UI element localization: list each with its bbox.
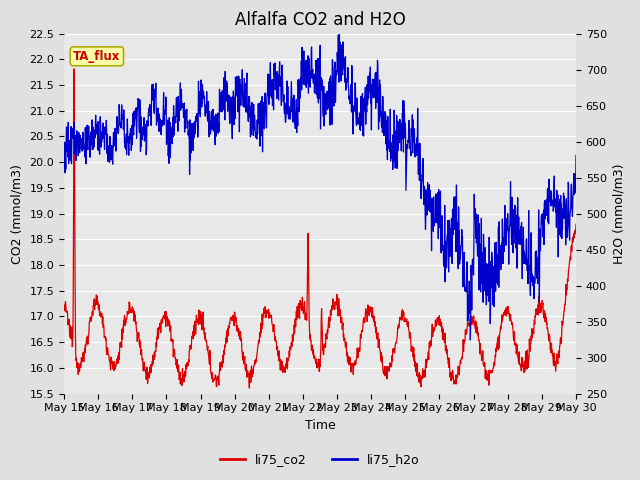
Legend: li75_co2, li75_h2o: li75_co2, li75_h2o bbox=[215, 448, 425, 471]
Text: TA_flux: TA_flux bbox=[73, 50, 120, 63]
Y-axis label: CO2 (mmol/m3): CO2 (mmol/m3) bbox=[11, 164, 24, 264]
Y-axis label: H2O (mmol/m3): H2O (mmol/m3) bbox=[612, 163, 625, 264]
X-axis label: Time: Time bbox=[305, 419, 335, 432]
Title: Alfalfa CO2 and H2O: Alfalfa CO2 and H2O bbox=[235, 11, 405, 29]
